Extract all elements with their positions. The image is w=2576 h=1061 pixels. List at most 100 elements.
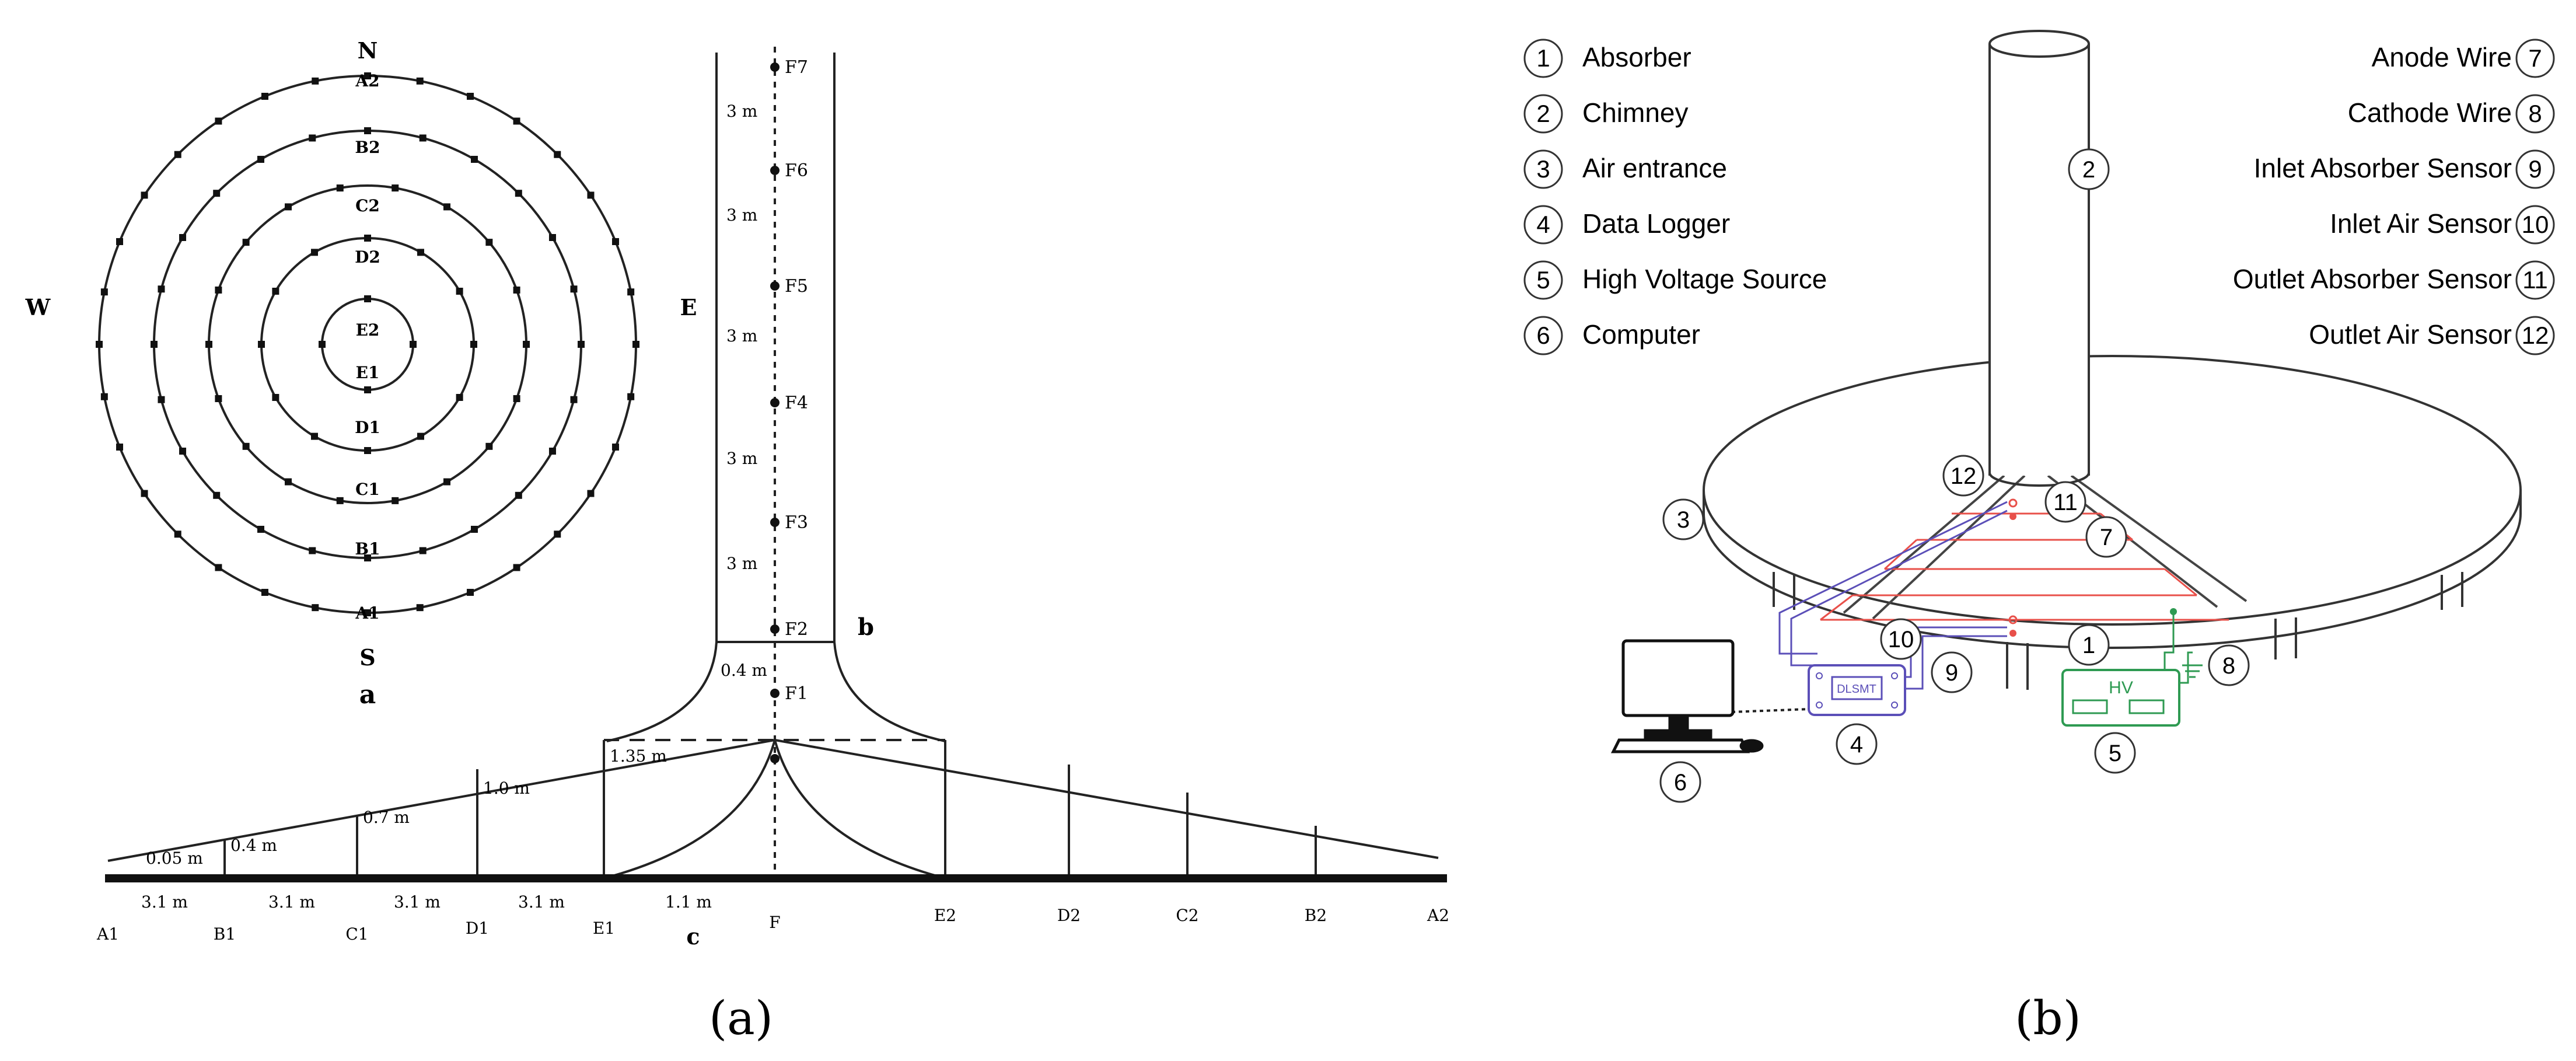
sensor-f7: [770, 62, 780, 72]
callout-circle: [1659, 761, 1701, 803]
callout-circle: [2208, 644, 2250, 686]
sublabel-c: c: [686, 923, 700, 950]
chimney-sensor-dots: [770, 62, 780, 763]
chimney-outline: [606, 47, 946, 881]
ring-sensor-dot: [419, 134, 427, 142]
ring-label-b1: B1: [355, 539, 380, 559]
callout-number: 3: [1677, 507, 1690, 533]
base-a2: A2: [1427, 906, 1449, 925]
ring-sensor-dot: [285, 478, 292, 486]
height-label-2: 0.4 m: [230, 836, 277, 855]
legend-number: 6: [1536, 322, 1550, 349]
legend-left: 1 Absorber 2 Chimney 3 Air entrance 4 Data Logg…: [1523, 39, 1827, 355]
ring-sensor-dot: [570, 396, 578, 403]
ring-sensor-dot: [336, 497, 344, 504]
legend-number: 1: [1536, 44, 1550, 72]
ring-sensor-dot: [513, 395, 520, 403]
caption-b: (b): [2015, 991, 2081, 1045]
sensor-dots: [2008, 498, 2018, 637]
ring-label-b2: B2: [355, 138, 380, 157]
ring-sensor-dot: [419, 547, 427, 554]
hspacing-3: 3.1 m: [394, 892, 441, 912]
legend-number-circle: [2515, 260, 2555, 300]
label-f4: F4: [785, 393, 808, 413]
ring-sensor-dot: [364, 386, 371, 393]
hv-label: HV: [2109, 678, 2133, 697]
ring-sensor-dot: [410, 341, 417, 348]
sensor-f2: [770, 624, 780, 634]
panel-b: 1 Absorber 2 Chimney 3 Air entrance 4 Data Logg…: [1523, 30, 2555, 1045]
ring-sensor-dot: [312, 604, 319, 612]
legend-label: Data Logger: [1582, 208, 1730, 239]
callout-circle: [1662, 498, 1704, 540]
sensor-f5: [770, 281, 780, 291]
ring-sensor-dot: [513, 286, 520, 294]
legend-label: Cathode Wire: [2348, 97, 2512, 128]
collector-profile: [107, 739, 1439, 880]
ring-label-c1: C1: [355, 480, 380, 499]
legend-number: 12: [2522, 322, 2549, 349]
legend-number-circle: [1523, 205, 1563, 245]
legend-number: 9: [2528, 155, 2542, 183]
compass-west: W: [25, 294, 51, 320]
disc-rim: [1703, 490, 2522, 649]
ring-sensor-dot: [364, 235, 371, 242]
callout-number: 1: [2082, 633, 2095, 658]
legend-label: Absorber: [1582, 42, 1691, 72]
ring-label-c2: C2: [355, 196, 380, 215]
legend-number-circle: [2515, 205, 2555, 245]
panel-a: N S W E A2 B2 C2 D2 E2 E1 D1 C1 B1 A1 a: [25, 37, 1449, 1045]
base-c2: C2: [1176, 906, 1198, 925]
callout-number: 6: [1674, 770, 1687, 795]
legend-number-circle: [1523, 94, 1563, 134]
legend-label: Inlet Air Sensor: [2330, 208, 2512, 239]
ring-sensor-dot: [319, 341, 326, 348]
ring-sensor-dot: [417, 249, 424, 256]
ring-sensor-dot: [257, 525, 264, 533]
ring-sensor-dot: [100, 393, 108, 400]
base-a1: A1: [96, 924, 119, 944]
legend-number-circle: [2515, 94, 2555, 134]
ring-sensor-dot: [116, 238, 124, 245]
base-b2: B2: [1305, 906, 1327, 925]
ring-sensor-dot: [364, 72, 371, 79]
ring-sensor-dot: [632, 341, 639, 348]
ring-sensor-dot: [309, 134, 316, 142]
compass-east: E: [680, 294, 697, 320]
ring-sensor-dot: [554, 530, 561, 538]
callout-number: 10: [1888, 627, 1914, 652]
ring-sensor-dot: [257, 156, 264, 163]
legend-number-circle: [2515, 39, 2555, 78]
legend-label: Anode Wire: [2372, 42, 2512, 72]
ring-sensor-dot: [587, 490, 595, 497]
base-c1: C1: [345, 924, 368, 944]
ring-sensor-dot: [416, 604, 424, 612]
legend-number-circle: [2515, 316, 2555, 355]
callout-circle: [2044, 481, 2086, 523]
legend-label: Outlet Air Sensor: [2309, 319, 2512, 350]
legend-number-circle: [1523, 149, 1563, 189]
ring-sensor-dot: [364, 295, 371, 302]
logger-label: DLSMT: [1837, 683, 1876, 696]
compass-north: N: [358, 37, 378, 64]
legend-number: 5: [1536, 266, 1550, 294]
ring-sensor-dot: [364, 554, 371, 561]
height-label-4: 1.0 m: [483, 779, 530, 798]
ring-sensor-dot: [523, 341, 530, 348]
legend-number-circle: [1523, 39, 1563, 78]
hspacing-1: 3.1 m: [141, 892, 188, 912]
sublabel-a: a: [359, 680, 376, 710]
chimney-gap: 0.4 m: [721, 661, 767, 680]
ring-sensor-dot: [96, 341, 103, 348]
ring-sensor-dot: [309, 547, 316, 554]
label-f5: F5: [785, 276, 808, 296]
ring-sensor-dot: [179, 448, 187, 455]
callout-circle: [2094, 732, 2136, 774]
ring-label-e2: E2: [356, 320, 380, 340]
ring-sensor-dot: [578, 341, 585, 348]
ring-sensor-dot: [548, 448, 556, 455]
callout-circle: [2085, 516, 2127, 558]
logger-computer-link: [1731, 708, 1809, 713]
callout-number: 12: [1951, 463, 1977, 489]
anode-wire-link: [1820, 594, 1853, 621]
